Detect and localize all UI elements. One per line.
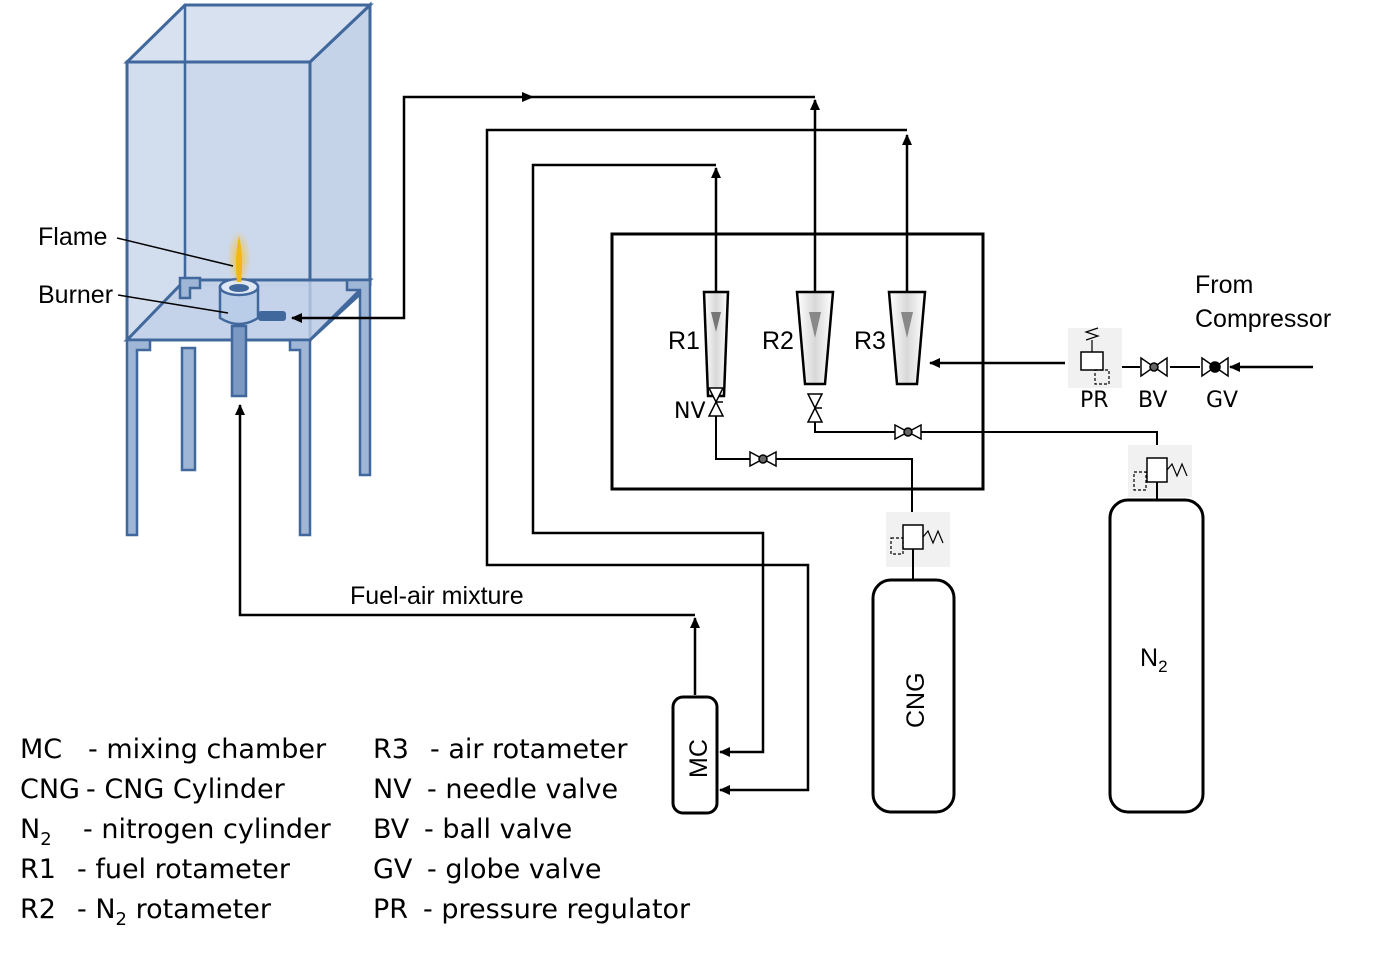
gv-label: GV: [1206, 388, 1238, 413]
pipe-cng-r1: [715, 416, 913, 515]
rotameter-r2: [795, 290, 835, 386]
bv-label: BV: [1138, 388, 1167, 413]
burner-label: Burner: [38, 281, 113, 309]
pipe-mixture-to-burner: [235, 404, 695, 617]
nv-label: NV: [674, 399, 706, 424]
burner: [218, 277, 286, 326]
legend-left: MC - mixing chamber CNG - CNG Cylinder N2-…: [20, 734, 332, 930]
pipe-fuel-to-mc: [531, 163, 765, 757]
mixing-chamber-label: MC: [685, 739, 713, 778]
from-compressor-label-1: From: [1195, 271, 1253, 299]
r3-label: R3: [854, 327, 886, 355]
n2-cylinder-label: N: [1140, 644, 1158, 672]
legend-item: GV - globe valve: [373, 854, 601, 885]
cng-cylinder-label: CNG: [902, 672, 930, 728]
from-compressor-label-2: Compressor: [1195, 305, 1331, 333]
flame: [227, 230, 251, 286]
legend-item: BV - ball valve: [373, 814, 572, 845]
legend-right: R3- air rotameter NV - needle valve BV - b…: [373, 734, 691, 925]
flame-label: Flame: [38, 223, 107, 251]
pressure-regulator-cng: [886, 512, 950, 580]
pipe-to-burner: [291, 92, 815, 323]
pressure-regulator-pr: [1068, 327, 1122, 388]
r2-label: R2: [762, 327, 794, 355]
globe-valve: [1201, 356, 1229, 378]
pipe-n2-r2: [814, 422, 1158, 455]
fuel-air-mixture-label: Fuel-air mixture: [350, 582, 524, 610]
pressure-regulator-n2: [1128, 445, 1192, 500]
legend-item: R2- N2 rotameter: [20, 894, 272, 930]
n2-cylinder: N2: [1108, 498, 1205, 814]
r1-label: R1: [668, 327, 700, 355]
rotameter-r1: [702, 290, 730, 398]
svg-text:N2: N2: [1140, 644, 1168, 676]
combustion-enclosure: [123, 1, 374, 537]
pipe-air-to-mc: [485, 128, 907, 795]
mixing-chamber: MC: [671, 695, 719, 815]
rotameter-r3: [887, 290, 927, 386]
legend-item: NV - needle valve: [373, 774, 618, 805]
legend-item: PR - pressure regulator: [373, 894, 691, 925]
legend-item: N2- nitrogen cylinder: [20, 814, 332, 850]
ball-valve-cng: [749, 450, 777, 468]
legend-item: MC - mixing chamber: [20, 734, 327, 765]
needle-valve-r1: [707, 387, 725, 417]
n2-cylinder-sub: 2: [1158, 657, 1167, 676]
rotameter-panel: [610, 232, 985, 491]
cng-cylinder: CNG: [871, 578, 956, 814]
pr-label: PR: [1080, 388, 1109, 413]
legend-item: R1- fuel rotameter: [20, 854, 291, 885]
legend-item: R3- air rotameter: [373, 734, 628, 765]
ball-valve-n2: [894, 423, 922, 441]
ball-valve-bv: [1140, 356, 1168, 378]
needle-valve-r2: [806, 393, 824, 423]
legend-item: CNG - CNG Cylinder: [20, 774, 286, 805]
